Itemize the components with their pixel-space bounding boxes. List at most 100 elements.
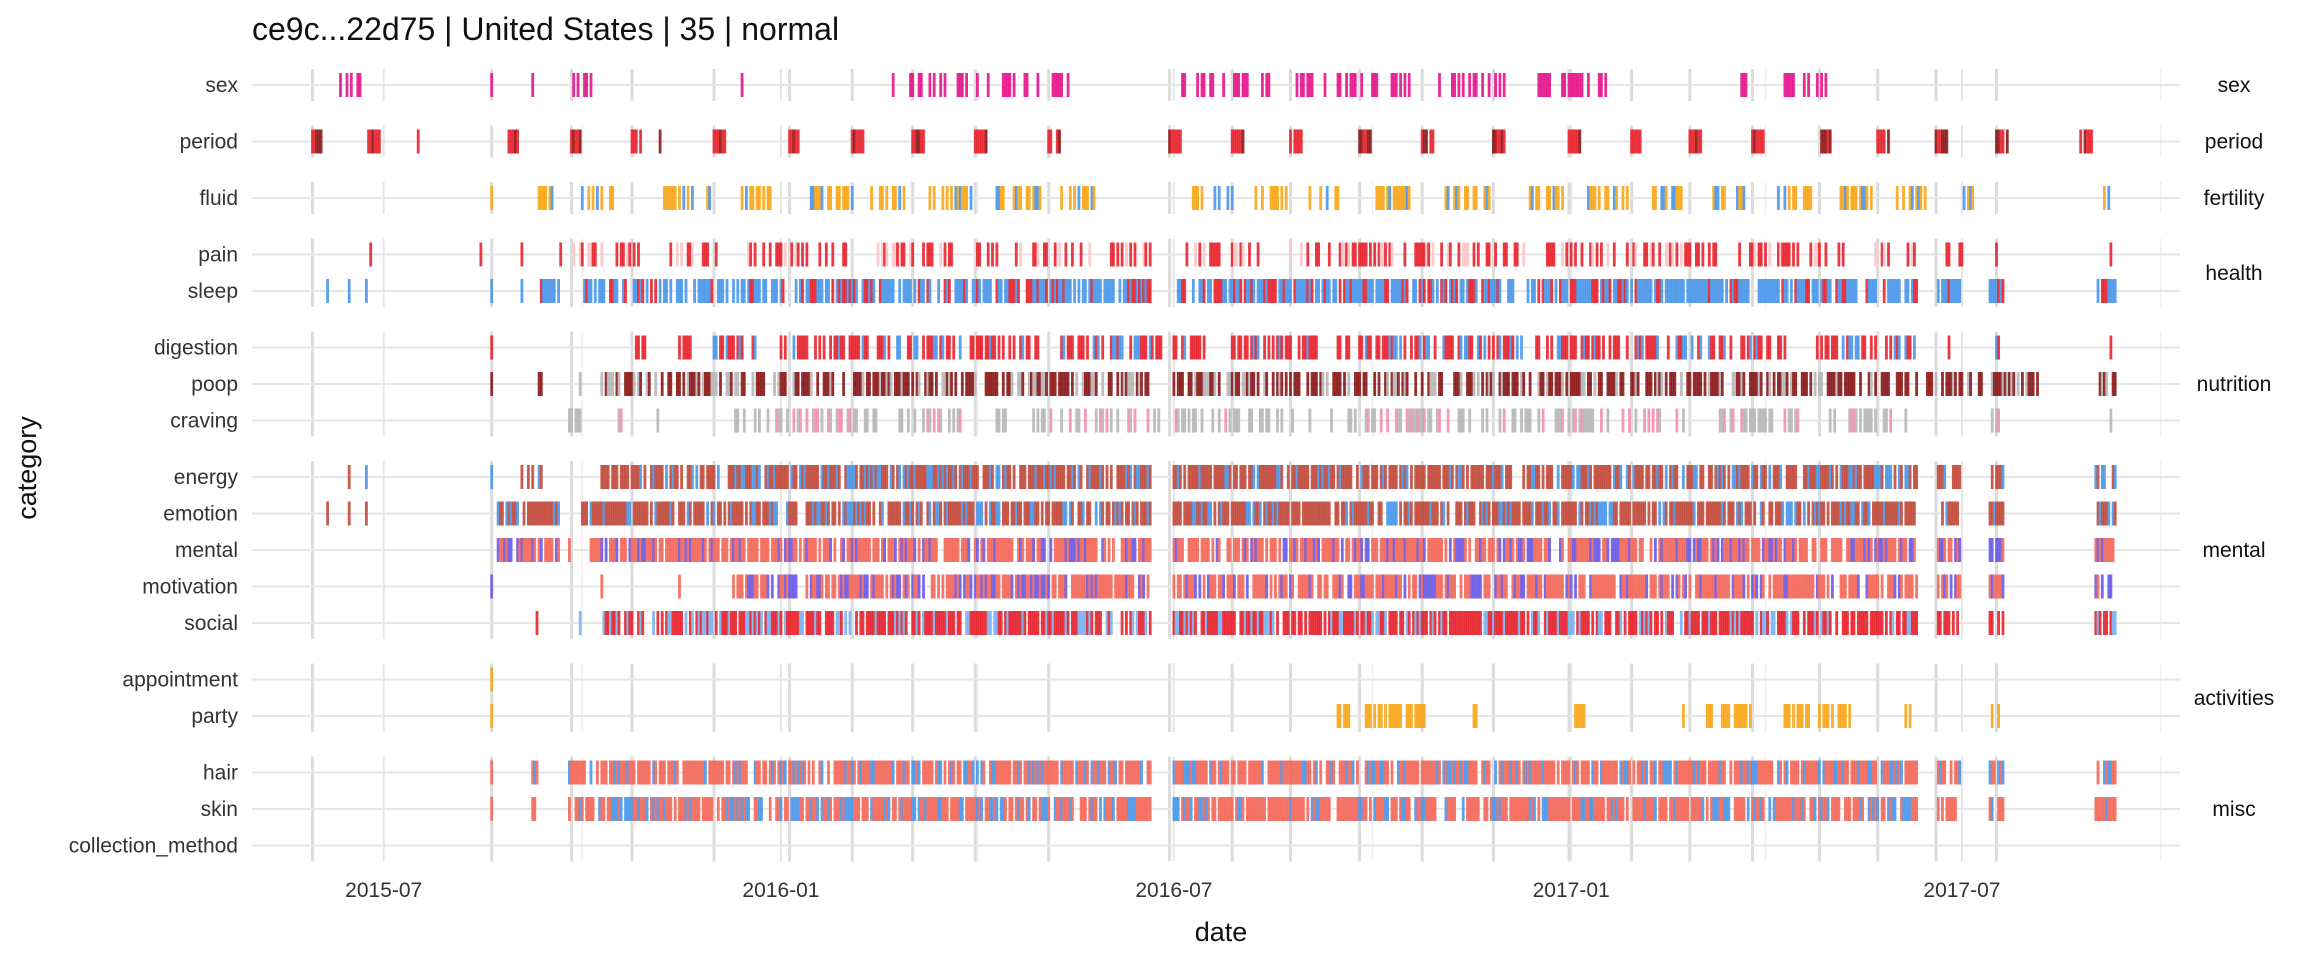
event-mark bbox=[1751, 129, 1754, 154]
event-mark bbox=[615, 279, 619, 303]
event-mark bbox=[1258, 611, 1262, 635]
event-mark bbox=[1882, 372, 1886, 396]
event-mark bbox=[643, 335, 647, 360]
event-mark bbox=[2085, 129, 2089, 154]
event-mark bbox=[548, 501, 552, 526]
event-mark bbox=[1619, 279, 1623, 303]
event-mark bbox=[816, 372, 820, 396]
event-mark bbox=[1427, 465, 1431, 489]
event-mark bbox=[1353, 408, 1357, 433]
event-mark bbox=[1034, 335, 1038, 360]
event-mark bbox=[1606, 408, 1610, 433]
event-mark bbox=[539, 186, 543, 210]
event-mark bbox=[1459, 574, 1463, 599]
event-mark bbox=[1360, 538, 1364, 562]
event-mark bbox=[1302, 538, 1305, 562]
event-mark bbox=[1278, 465, 1282, 489]
event-mark bbox=[1548, 73, 1551, 97]
event-mark bbox=[799, 335, 802, 360]
event-mark bbox=[347, 279, 351, 303]
event-mark bbox=[1418, 279, 1422, 303]
event-mark bbox=[1712, 501, 1716, 526]
event-mark bbox=[1494, 465, 1497, 489]
event-mark bbox=[937, 408, 940, 433]
event-mark bbox=[1451, 279, 1454, 303]
event-mark bbox=[809, 574, 813, 599]
event-mark bbox=[1783, 408, 1787, 433]
event-mark bbox=[1004, 501, 1007, 526]
event-mark bbox=[1677, 279, 1681, 303]
event-mark bbox=[1759, 574, 1763, 599]
event-mark bbox=[1688, 611, 1692, 635]
event-mark bbox=[1615, 501, 1618, 526]
event-mark bbox=[820, 408, 824, 433]
event-mark bbox=[1222, 611, 1225, 635]
event-mark bbox=[1548, 538, 1551, 562]
event-mark bbox=[1362, 129, 1366, 154]
event-mark bbox=[1686, 611, 1690, 635]
event-mark bbox=[1759, 242, 1763, 267]
event-mark bbox=[1897, 279, 1901, 303]
event-mark bbox=[1658, 574, 1662, 599]
event-mark bbox=[1235, 408, 1238, 433]
event-mark bbox=[913, 611, 917, 635]
event-mark bbox=[1040, 574, 1044, 599]
event-mark bbox=[1550, 335, 1554, 360]
event-mark bbox=[762, 501, 766, 526]
event-mark bbox=[1338, 242, 1342, 267]
event-mark bbox=[1392, 611, 1396, 635]
event-mark bbox=[889, 501, 893, 526]
event-mark bbox=[1364, 335, 1368, 360]
event-mark bbox=[1988, 538, 1992, 562]
event-mark bbox=[1790, 465, 1793, 489]
event-mark bbox=[853, 279, 856, 303]
event-mark bbox=[922, 279, 925, 303]
event-mark bbox=[906, 501, 910, 526]
event-mark bbox=[1520, 574, 1523, 599]
event-mark bbox=[1142, 279, 1146, 303]
event-mark bbox=[865, 538, 869, 562]
event-mark bbox=[2109, 335, 2113, 360]
event-mark bbox=[1623, 574, 1627, 599]
event-mark bbox=[742, 372, 746, 396]
event-mark bbox=[1144, 465, 1148, 489]
event-mark bbox=[1403, 501, 1407, 526]
event-mark bbox=[1587, 465, 1590, 489]
event-mark bbox=[1336, 538, 1340, 562]
event-mark bbox=[1567, 73, 1571, 97]
event-mark bbox=[1515, 242, 1519, 267]
event-mark bbox=[675, 372, 679, 396]
event-mark bbox=[1286, 611, 1290, 635]
event-mark bbox=[1997, 611, 2000, 635]
event-mark bbox=[1841, 611, 1845, 635]
event-mark bbox=[956, 186, 960, 210]
event-mark bbox=[1245, 73, 1249, 97]
event-mark bbox=[1185, 611, 1189, 635]
event-mark bbox=[1241, 73, 1245, 97]
event-mark bbox=[742, 538, 746, 562]
event-mark bbox=[1867, 279, 1871, 303]
event-mark bbox=[1731, 501, 1735, 526]
event-mark bbox=[1701, 465, 1705, 489]
event-mark bbox=[697, 501, 701, 526]
event-mark bbox=[919, 73, 923, 97]
event-mark bbox=[1608, 611, 1612, 635]
event-mark bbox=[658, 465, 662, 489]
event-mark bbox=[1237, 372, 1241, 396]
event-mark bbox=[1338, 611, 1342, 635]
event-mark bbox=[539, 279, 543, 303]
event-mark bbox=[870, 465, 873, 489]
event-mark bbox=[850, 501, 854, 526]
event-mark bbox=[1392, 501, 1396, 526]
event-mark bbox=[1731, 538, 1735, 562]
event-mark bbox=[986, 73, 990, 97]
event-mark bbox=[1323, 538, 1327, 562]
event-mark bbox=[1485, 279, 1489, 303]
event-mark bbox=[600, 372, 604, 396]
event-mark bbox=[1427, 501, 1431, 526]
event-mark bbox=[1304, 611, 1307, 635]
event-mark bbox=[878, 335, 882, 360]
event-mark bbox=[1079, 242, 1083, 267]
event-mark bbox=[995, 501, 999, 526]
event-mark bbox=[1744, 538, 1748, 562]
